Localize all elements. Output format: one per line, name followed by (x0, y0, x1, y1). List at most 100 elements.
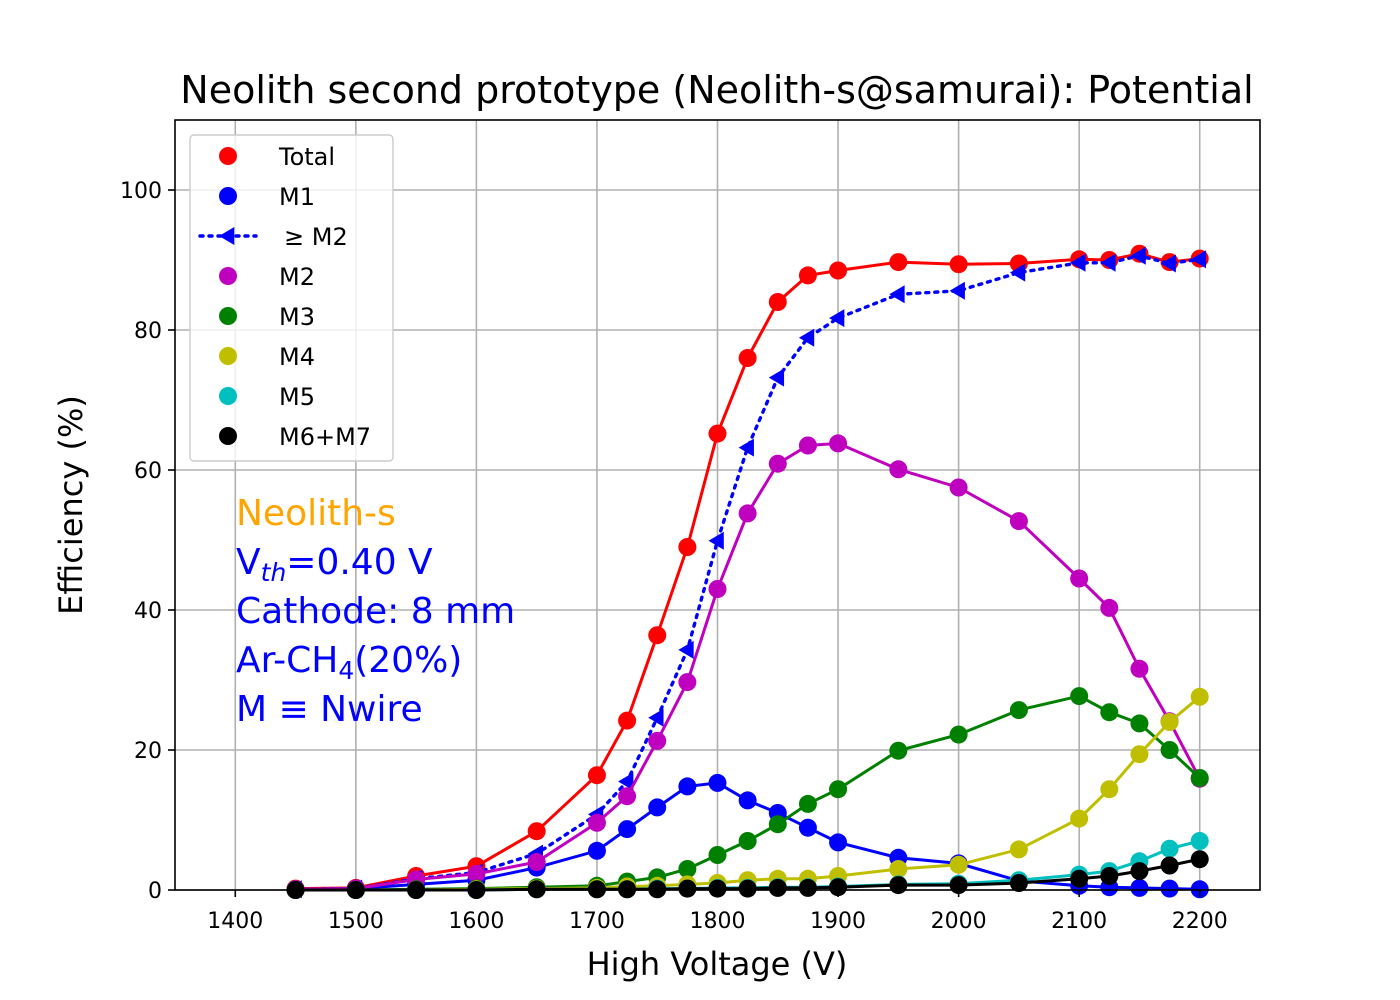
data-point (798, 878, 817, 897)
data-point (738, 349, 757, 367)
data-point (1190, 687, 1209, 706)
data-point (949, 478, 968, 497)
x-tick-label: 1500 (328, 909, 384, 934)
data-point (738, 791, 757, 810)
y-tick-label: 100 (120, 179, 162, 204)
data-point (1130, 862, 1149, 881)
legend-entry-ge-m2: ≥ M2 (198, 223, 348, 251)
data-point (768, 454, 787, 473)
data-point (798, 436, 817, 455)
data-point (738, 832, 757, 850)
x-tick-label: 1400 (207, 909, 263, 934)
annotation-threshold-prefix: V (236, 542, 261, 583)
data-point (768, 293, 787, 311)
data-point (889, 860, 908, 878)
legend-label: M2 (279, 263, 315, 291)
x-tick-label: 2100 (1051, 909, 1107, 934)
x-tick-label: 1600 (448, 909, 504, 934)
data-point (708, 531, 724, 550)
data-point (1070, 809, 1089, 828)
legend-label: M4 (279, 343, 315, 371)
annotation-definition: M ≡ Nwire (236, 689, 423, 730)
legend-label: M1 (279, 183, 315, 211)
data-point (829, 261, 848, 280)
data-point (1190, 250, 1207, 269)
legend-entry-m3: M3 (219, 303, 315, 331)
data-point (768, 815, 787, 834)
data-point (1130, 659, 1149, 678)
data-point (1070, 869, 1089, 888)
annotation-block: Neolith-s Vth=0.40 V Cathode: 8 mm Ar-CH… (236, 493, 515, 730)
data-point (587, 766, 606, 785)
legend-label: M3 (279, 303, 315, 331)
data-point (829, 780, 848, 799)
legend-entry-m2: M2 (219, 263, 315, 291)
data-point (1190, 832, 1209, 850)
data-point (889, 285, 905, 304)
series-line-total (295, 252, 1200, 891)
y-tick-label: 40 (134, 599, 162, 624)
y-tick-label: 80 (134, 319, 162, 344)
annotation-gas-prefix: Ar-CH (236, 640, 338, 681)
legend-entry-m1: M1 (219, 183, 315, 211)
annotation-cathode: Cathode: 8 mm (236, 591, 515, 632)
grid (175, 120, 1260, 891)
legend-label: Total (278, 143, 335, 171)
legend-marker (219, 347, 237, 365)
data-point (1160, 713, 1179, 731)
data-point (829, 309, 845, 328)
data-point (1160, 254, 1176, 273)
data-point (1009, 701, 1028, 720)
data-point (1100, 703, 1119, 722)
data-point (1009, 512, 1028, 531)
data-point (678, 879, 697, 898)
annotation-gas-suffix: (20%) (354, 640, 462, 681)
data-point (738, 879, 757, 898)
data-point (467, 864, 486, 883)
data-point (1070, 569, 1089, 588)
data-point (1130, 246, 1146, 265)
data-point (678, 777, 697, 796)
data-point (949, 855, 968, 874)
data-point (1100, 253, 1116, 272)
data-point (768, 368, 785, 387)
data-point (587, 841, 606, 860)
data-point (678, 538, 697, 556)
annotation-threshold: Vth=0.40 V (236, 542, 433, 587)
data-point (1009, 263, 1026, 282)
data-point (829, 833, 848, 852)
data-point (829, 878, 848, 897)
data-point (708, 846, 727, 864)
legend-label: M5 (279, 383, 315, 411)
x-tick-label: 1800 (690, 909, 746, 934)
data-point (618, 820, 637, 839)
data-point (1070, 253, 1086, 272)
y-axis-label: Efficiency (%) (52, 395, 90, 615)
data-point (1100, 867, 1119, 885)
data-point (587, 813, 606, 832)
data-point (798, 794, 817, 813)
data-point (678, 860, 697, 878)
data-point (1100, 780, 1119, 799)
data-point (1130, 714, 1149, 733)
data-point (889, 253, 908, 272)
data-point (1190, 769, 1209, 787)
data-point (798, 328, 815, 347)
y-tick-label: 20 (134, 739, 162, 764)
data-point (708, 424, 727, 443)
data-point (527, 853, 546, 871)
legend-label: ≥ M2 (284, 223, 348, 251)
data-point (798, 818, 817, 837)
data-point (1009, 874, 1028, 892)
data-point (648, 798, 667, 817)
annotation-threshold-subscript: th (261, 558, 287, 587)
annotation-gas-subscript: 4 (338, 656, 354, 685)
y-tick-label: 0 (148, 879, 162, 904)
data-point (889, 876, 908, 895)
series-layer (286, 244, 1209, 899)
legend-marker (219, 147, 237, 165)
data-point (708, 580, 727, 598)
data-point (1190, 850, 1209, 869)
data-point (1130, 745, 1149, 764)
